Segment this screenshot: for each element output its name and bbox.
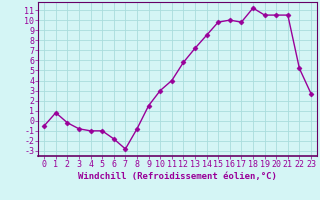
X-axis label: Windchill (Refroidissement éolien,°C): Windchill (Refroidissement éolien,°C) xyxy=(78,172,277,181)
